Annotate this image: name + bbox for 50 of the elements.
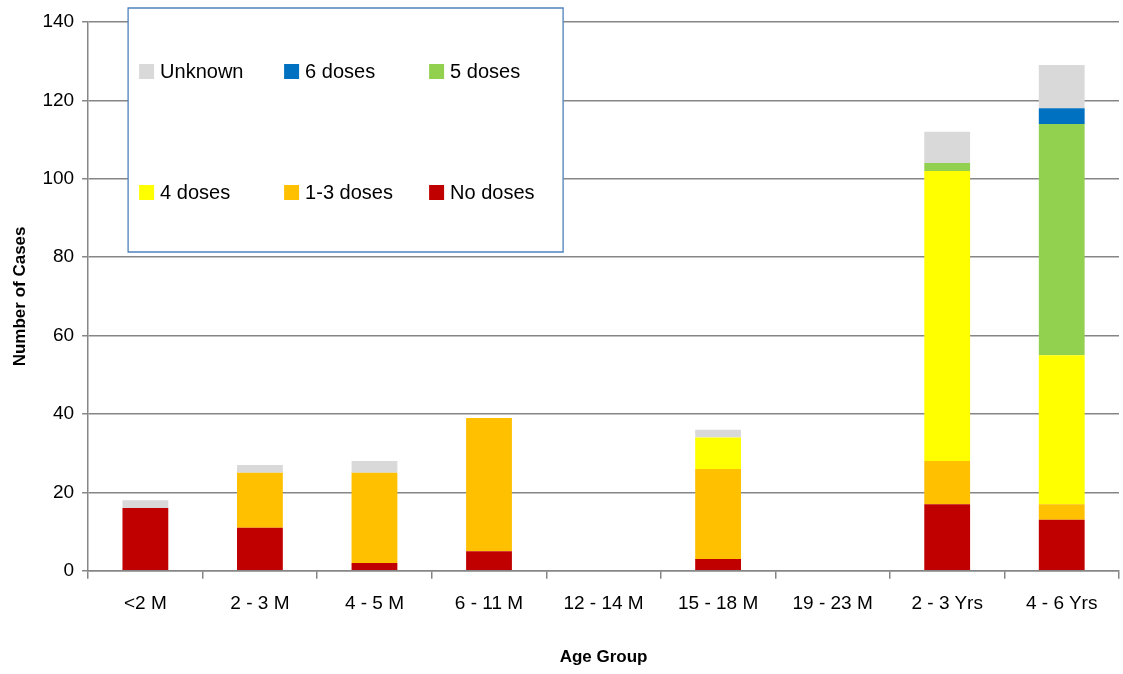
y-tick-label: 0 (63, 559, 75, 581)
x-tick-label: 4 - 6 Yrs (1025, 592, 1098, 614)
bar (695, 437, 741, 469)
bar (924, 163, 971, 171)
bar (924, 504, 971, 571)
bar (237, 464, 283, 473)
x-tick-label: 4 - 5 M (344, 592, 405, 614)
x-axis-title: Age Group (559, 647, 648, 667)
legend-label: 1-3 doses (305, 180, 393, 203)
bar (695, 468, 741, 560)
bar (351, 472, 398, 563)
y-tick-label: 120 (42, 88, 75, 110)
bar (924, 131, 971, 164)
x-tick-label: 2 - 3 Yrs (911, 592, 983, 614)
bar (237, 472, 283, 528)
legend-label: Unknown (160, 59, 244, 82)
y-tick-label: 40 (52, 402, 75, 424)
bar (466, 551, 512, 571)
x-tick-label: 19 - 23 M (792, 592, 873, 614)
bar (351, 461, 398, 473)
y-tick-label: 60 (52, 323, 75, 345)
bar (695, 429, 741, 438)
bar (695, 559, 741, 571)
bar (1038, 65, 1085, 109)
bar (466, 417, 512, 552)
y-axis-title: Number of Cases (9, 226, 29, 367)
y-tick-label: 80 (52, 245, 75, 267)
bar (1038, 355, 1085, 505)
bar (351, 562, 398, 571)
x-tick-label: 15 - 18 M (677, 592, 759, 614)
x-tick-label: 2 - 3 M (230, 592, 290, 614)
legend-label: 4 doses (160, 180, 231, 203)
x-tick-label: <2 M (123, 592, 167, 614)
bar (1038, 123, 1085, 356)
bar (924, 170, 971, 462)
bar (1038, 108, 1085, 124)
bar (122, 508, 169, 571)
legend-label: 5 doses (450, 59, 521, 82)
bar (1038, 504, 1085, 520)
bar (1038, 519, 1085, 571)
x-tick-label: 6 - 11 M (454, 592, 524, 614)
x-tick-label: 12 - 14 M (563, 592, 644, 614)
legend-label: No doses (450, 180, 535, 203)
y-tick-label: 100 (42, 167, 75, 189)
bar (924, 461, 971, 505)
legend-label: 6 doses (305, 59, 376, 82)
bar (122, 500, 169, 509)
bar (237, 527, 283, 571)
y-tick-label: 20 (52, 480, 75, 502)
y-tick-label: 140 (42, 10, 75, 32)
